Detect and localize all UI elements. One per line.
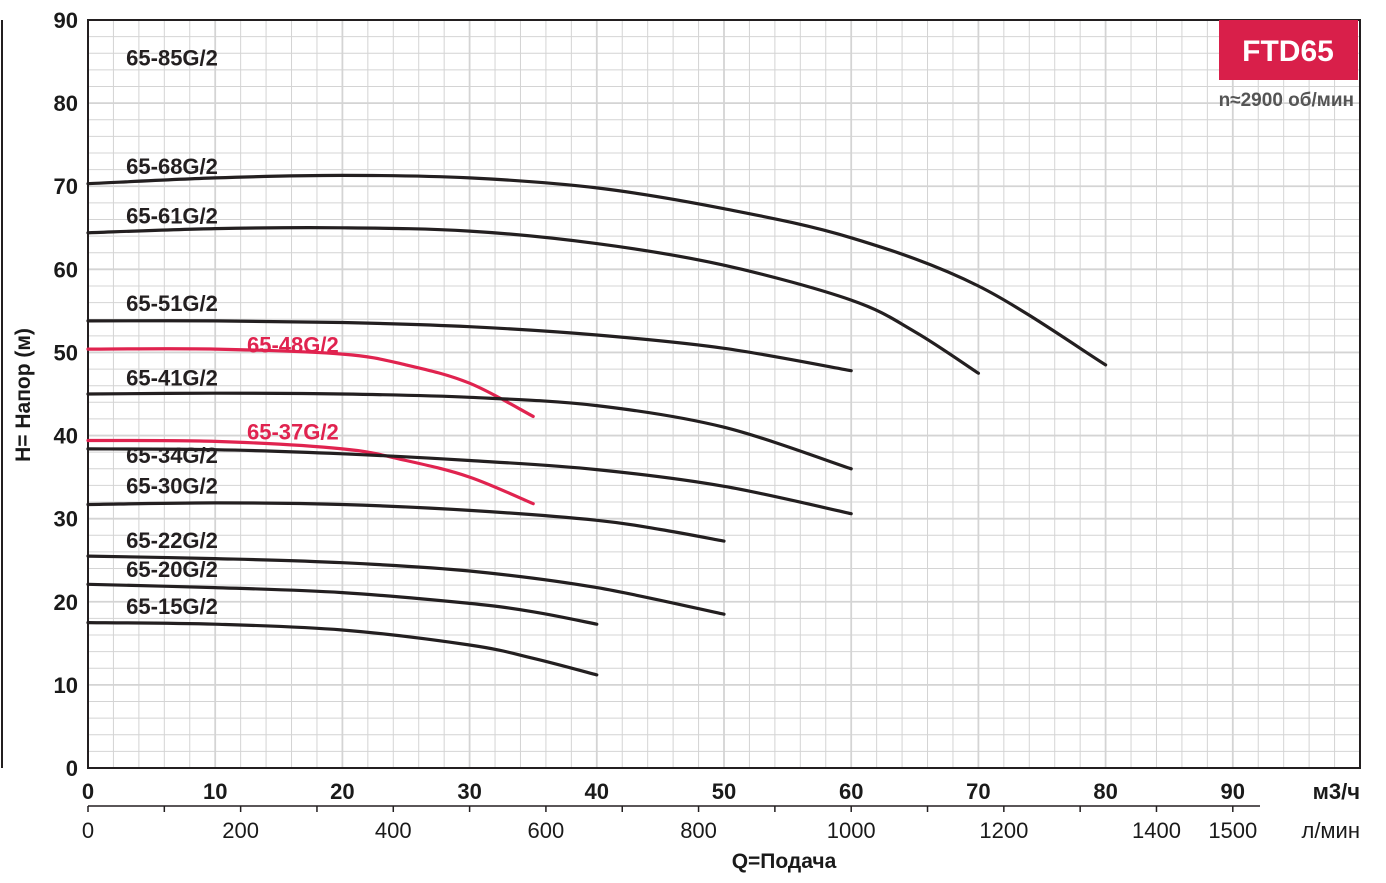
curve-label: 65-15G/2 — [126, 594, 218, 619]
curve-label: 65-30G/2 — [126, 474, 218, 499]
y-tick-label: 90 — [54, 8, 78, 33]
curves-layer — [86, 173, 1108, 677]
model-badge — [1219, 20, 1358, 80]
curve-65-15g-2 — [86, 621, 599, 677]
curve-65-22g-2 — [86, 554, 726, 616]
curve-label: 65-68G/2 — [126, 154, 218, 179]
curve-65-30g-2 — [86, 501, 726, 543]
curve-65-41g-2 — [86, 391, 853, 471]
x-tick-label: 10 — [203, 779, 227, 804]
x2-tick-label: 1500 — [1208, 818, 1257, 843]
x-tick-label: 90 — [1221, 779, 1245, 804]
curve-65-34g-2 — [86, 447, 853, 516]
y-tick-label: 0 — [66, 756, 78, 781]
y-tick-label: 80 — [54, 91, 78, 116]
x-tick-label: 50 — [712, 779, 736, 804]
y-tick-label: 40 — [54, 424, 78, 449]
x-tick-label: 30 — [457, 779, 481, 804]
y-tick-label: 20 — [54, 590, 78, 615]
curve-label: 65-22G/2 — [126, 528, 218, 553]
x-tick-label: 80 — [1093, 779, 1117, 804]
x2-tick-label: 800 — [680, 818, 717, 843]
curve-65-68g-2 — [86, 173, 1108, 367]
axes-layer: 0 10 20 30 40 50 60 70 80 90 0 10 20 30 40 50 60 70 80 90 0 2… — [1, 8, 1361, 843]
curve-65-48g-2 — [86, 347, 535, 418]
x-tick-label: 40 — [585, 779, 609, 804]
x-tick-label: 0 — [82, 779, 94, 804]
curve-label: 65-61G/2 — [126, 204, 218, 229]
x-unit-m3h: м3/ч — [1313, 779, 1360, 804]
x2-tick-label: 600 — [528, 818, 565, 843]
y-axis-label: H= Напор (м) — [12, 328, 35, 462]
x2-tick-label: 0 — [82, 818, 94, 843]
y-tick-label: 30 — [54, 507, 78, 532]
curve-label: 65-48G/2 — [247, 332, 339, 357]
x2-tick-label: 1400 — [1132, 818, 1181, 843]
curve-65-51g-2 — [86, 319, 853, 373]
y-tick-label: 50 — [54, 340, 78, 365]
curve-label: 65-51G/2 — [126, 291, 218, 316]
curve-label: 65-34G/2 — [126, 443, 218, 468]
x-tick-label: 70 — [966, 779, 990, 804]
x-tick-label: 60 — [839, 779, 863, 804]
curve-65-61g-2 — [86, 226, 980, 375]
x-axis-label: Q=Подача — [732, 850, 837, 873]
x2-tick-label: 1000 — [827, 818, 876, 843]
x-tick-label: 20 — [330, 779, 354, 804]
curve-65-20g-2 — [86, 582, 599, 626]
badge-layer: FTD65 n≈2900 об/мин — [1219, 20, 1358, 111]
labels-layer: 65-85G/2 65-68G/2 65-61G/2 65-51G/2 65-48G/2… — [126, 46, 339, 620]
y-tick-label: 10 — [54, 673, 78, 698]
curve-label: 65-37G/2 — [247, 420, 339, 445]
curve-65-37g-2 — [86, 438, 535, 506]
y-tick-label: 60 — [54, 257, 78, 282]
y-tick-label: 70 — [54, 174, 78, 199]
x-unit-lpm: л/мин — [1301, 818, 1360, 843]
curve-label: 65-20G/2 — [126, 557, 218, 582]
curve-label: 65-41G/2 — [126, 366, 218, 391]
x2-tick-label: 400 — [375, 818, 412, 843]
speed-note: n≈2900 об/мин — [1219, 90, 1354, 111]
x2-tick-label: 200 — [222, 818, 259, 843]
curve-label: 65-85G/2 — [126, 46, 218, 71]
x2-tick-label: 1200 — [979, 818, 1028, 843]
model-badge-text: FTD65 — [1242, 35, 1334, 68]
